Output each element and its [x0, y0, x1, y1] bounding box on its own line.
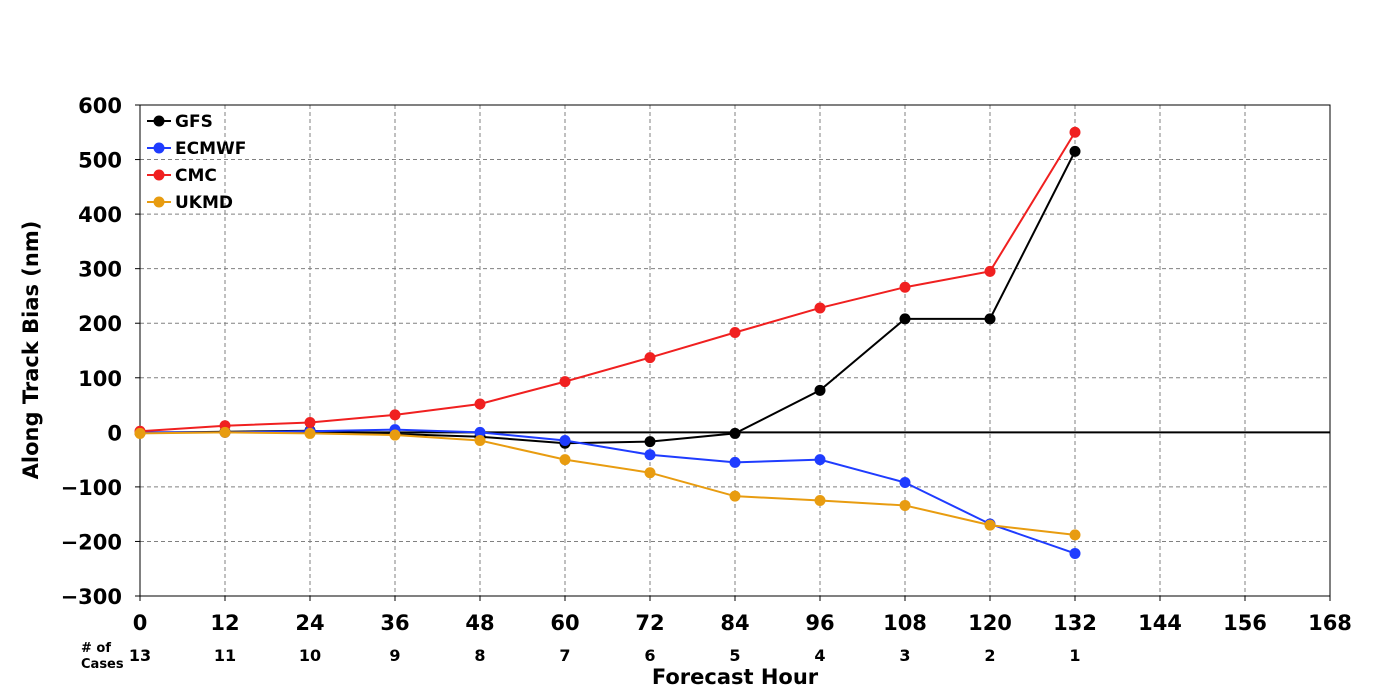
case-count: 7	[559, 646, 570, 665]
data-point-gfs	[814, 384, 826, 396]
data-point-ecmwf	[899, 477, 911, 489]
data-point-ukmd	[984, 519, 996, 531]
y-tick-label: 100	[78, 367, 122, 391]
legend-label-ukmd: UKMD	[175, 193, 233, 213]
data-point-cmc	[729, 326, 741, 338]
data-point-gfs	[899, 313, 911, 325]
data-point-cmc	[984, 265, 996, 277]
x-tick-label: 96	[805, 611, 834, 635]
series-line-ecmwf	[140, 428, 1076, 555]
data-point-cmc	[474, 398, 486, 410]
x-tick-label: 48	[465, 611, 494, 635]
y-tick-label: 600	[78, 94, 122, 118]
cases-label-line2: Cases	[81, 657, 124, 672]
x-axis-title: Forecast Hour	[652, 665, 819, 689]
data-point-ukmd	[389, 429, 401, 441]
data-point-ecmwf	[559, 435, 571, 447]
x-tick-label: 72	[635, 611, 664, 635]
series-line-gfs	[139, 150, 1076, 445]
x-tick-label: 24	[295, 611, 324, 635]
data-point-ukmd	[474, 435, 486, 447]
x-tick-label: 60	[550, 611, 579, 635]
x-tick-label: 120	[968, 611, 1012, 635]
x-axis-ticks: 0 12 24 36 48 60 72 84 96 108 120 132 144 156 168	[133, 596, 1352, 635]
data-point-ukmd	[219, 426, 231, 438]
series-group	[134, 126, 1081, 559]
y-axis-title: Along Track Bias (nm)	[19, 221, 43, 480]
data-point-cmc	[814, 302, 826, 314]
data-point-cmc	[1069, 126, 1081, 138]
case-count: 13	[129, 646, 151, 665]
data-point-cmc	[389, 409, 401, 421]
data-point-cmc	[559, 376, 571, 388]
legend-marker-ukmd	[153, 196, 165, 208]
series-line-cmc	[139, 131, 1076, 433]
x-tick-label: 12	[210, 611, 239, 635]
cases-values: 13 11 10 9 8 7 6 5 4 3 2 1	[129, 646, 1081, 665]
case-count: 10	[299, 646, 321, 665]
y-tick-label: 300	[78, 258, 122, 282]
y-tick-label: 0	[107, 421, 122, 445]
y-tick-label: −200	[61, 530, 122, 554]
data-point-ukmd	[134, 427, 146, 439]
legend-marker-gfs	[153, 115, 165, 127]
case-count: 8	[474, 646, 485, 665]
cases-label-line1: # of	[81, 641, 111, 656]
data-point-cmc	[899, 281, 911, 293]
legend-label-cmc: CMC	[175, 166, 217, 186]
data-point-gfs	[984, 313, 996, 325]
x-tick-label: 144	[1138, 611, 1182, 635]
case-count: 11	[214, 646, 236, 665]
x-tick-label: 108	[883, 611, 927, 635]
case-count: 5	[729, 646, 740, 665]
y-tick-label: −300	[61, 585, 122, 609]
legend: GFS ECMWF CMC UKMD	[147, 112, 246, 213]
grid	[140, 105, 1330, 596]
data-point-ecmwf	[644, 449, 656, 461]
data-point-ecmwf	[729, 456, 741, 468]
data-point-ukmd	[814, 495, 826, 507]
data-point-gfs	[729, 427, 741, 439]
x-tick-label: 36	[380, 611, 409, 635]
data-point-ukmd	[304, 427, 316, 439]
data-point-ecmwf	[814, 454, 826, 466]
data-point-ukmd	[1069, 529, 1081, 541]
y-axis-ticks: −300 −200 −100 0 100 200 300 400 500 600	[61, 94, 140, 609]
case-count: 6	[644, 646, 655, 665]
y-tick-label: 200	[78, 312, 122, 336]
data-point-cmc	[304, 417, 316, 429]
case-count: 3	[899, 646, 910, 665]
data-point-gfs	[1069, 145, 1081, 157]
legend-marker-ecmwf	[153, 142, 165, 154]
data-point-ukmd	[899, 499, 911, 511]
x-tick-label: 84	[720, 611, 749, 635]
x-tick-label: 132	[1053, 611, 1097, 635]
legend-label-ecmwf: ECMWF	[175, 139, 246, 159]
data-point-gfs	[644, 436, 656, 448]
data-point-ukmd	[729, 490, 741, 502]
series-line-ukmd	[139, 431, 1076, 536]
data-point-cmc	[644, 352, 656, 364]
case-count: 2	[984, 646, 995, 665]
x-tick-label: 156	[1223, 611, 1267, 635]
data-point-ecmwf	[474, 426, 486, 438]
case-count: 4	[814, 646, 825, 665]
case-count: 9	[389, 646, 400, 665]
data-point-ecmwf	[1069, 547, 1081, 559]
y-tick-label: 400	[78, 203, 122, 227]
y-tick-label: 500	[78, 149, 122, 173]
legend-label-gfs: GFS	[175, 112, 213, 132]
x-tick-label: 0	[133, 611, 148, 635]
y-tick-label: −100	[61, 476, 122, 500]
legend-marker-cmc	[153, 169, 165, 181]
data-point-ukmd	[644, 467, 656, 479]
data-point-ukmd	[559, 454, 571, 466]
case-count: 1	[1069, 646, 1080, 665]
x-tick-label: 168	[1308, 611, 1352, 635]
